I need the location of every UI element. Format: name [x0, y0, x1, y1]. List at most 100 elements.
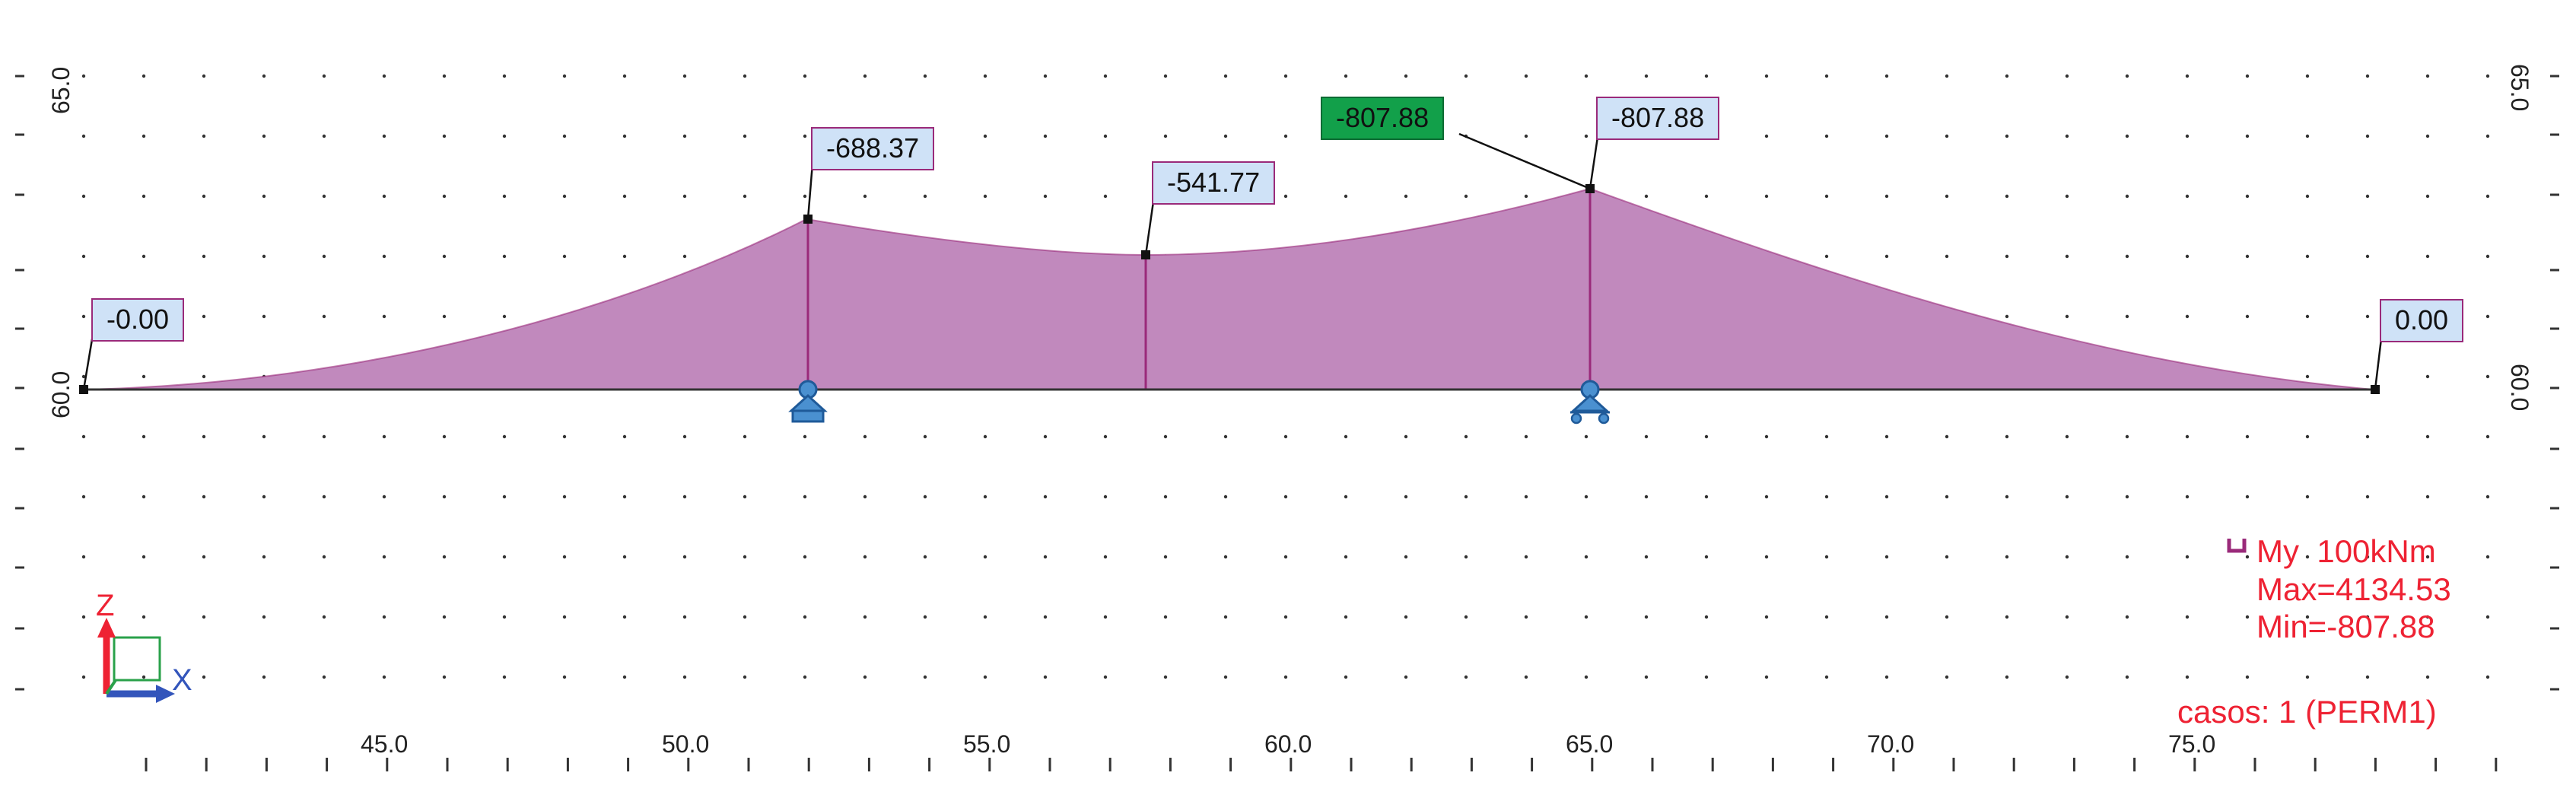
grid-dot	[2305, 434, 2310, 439]
grid-dot	[562, 74, 567, 78]
grid-dot	[2065, 254, 2069, 259]
result-label-left-end: -0.00	[91, 298, 185, 342]
grid-dot	[2425, 494, 2430, 499]
result-label-support-2: -807.88	[1596, 97, 1720, 141]
grid-dot	[262, 555, 266, 559]
grid-dot	[2125, 675, 2129, 679]
grid-dot	[2425, 675, 2430, 679]
grid-dot	[2245, 675, 2250, 679]
grid-dot	[1103, 675, 1108, 679]
grid-dot	[622, 434, 627, 439]
axis-label-z: Z	[96, 589, 115, 622]
grid-dot	[502, 254, 507, 259]
grid-dot	[923, 675, 927, 679]
grid-dot	[81, 134, 86, 138]
grid-dot	[1824, 615, 1829, 619]
grid-dot	[2065, 74, 2069, 78]
grid-dot	[1824, 494, 1829, 499]
grid-dot	[502, 675, 507, 679]
grid-dot	[142, 374, 146, 379]
grid-dot	[1945, 434, 1949, 439]
grid-dot	[2485, 314, 2490, 319]
node-markers	[79, 184, 2380, 394]
grid-dot	[2305, 675, 2310, 679]
grid-dot	[983, 134, 987, 138]
grid-dot	[1945, 194, 1949, 199]
grid-dot	[2185, 434, 2190, 439]
grid-dot	[1464, 494, 1468, 499]
y-tick-label-left: 65.0	[47, 66, 75, 114]
grid-dot	[382, 434, 386, 439]
grid-dot	[1464, 74, 1468, 78]
grid-dot	[142, 494, 146, 499]
grid-dot	[2305, 254, 2310, 259]
grid-dot	[1163, 134, 1168, 138]
grid-dot	[382, 74, 386, 78]
grid-dot	[1283, 675, 1288, 679]
grid-dot	[1283, 194, 1288, 199]
grid-dot	[682, 675, 687, 679]
grid-dot	[1404, 434, 1408, 439]
grid-dot	[682, 434, 687, 439]
grid-dot	[322, 134, 326, 138]
grid-dot	[562, 494, 567, 499]
grid-dot	[2005, 314, 2009, 319]
moment-diagram-fill	[84, 189, 2374, 390]
grid-dot	[502, 615, 507, 619]
grid-dot	[1764, 615, 1769, 619]
grid-dot	[442, 494, 447, 499]
grid-dot	[202, 675, 206, 679]
grid-dot	[923, 434, 927, 439]
leader-lines	[82, 132, 2383, 390]
grid-dot	[682, 615, 687, 619]
grid-dot	[2485, 374, 2490, 379]
grid-dot	[1223, 555, 1228, 559]
grid-dot	[1103, 615, 1108, 619]
grid-dot	[2185, 254, 2190, 259]
grid-dot	[322, 74, 326, 78]
grid-dot	[743, 494, 747, 499]
grid-dot	[2185, 194, 2190, 199]
grid-dot	[322, 615, 326, 619]
grid-dot	[622, 675, 627, 679]
y-tick-label-right: 65.0	[2506, 64, 2533, 112]
grid-dot	[1103, 494, 1108, 499]
right-tick-marks	[2550, 75, 2559, 691]
grid-dot	[142, 194, 146, 199]
grid-dot	[1404, 615, 1408, 619]
grid-dot	[2005, 494, 2009, 499]
grid-dot	[1764, 74, 1769, 78]
grid-dot	[502, 194, 507, 199]
y-tick-label-right: 60.0	[2506, 364, 2533, 412]
bottom-tick-marks	[145, 758, 2498, 771]
grid-dot	[923, 615, 927, 619]
grid-dot	[442, 134, 447, 138]
grid-dot	[2365, 194, 2370, 199]
grid-dot	[562, 675, 567, 679]
legend-quantity: My	[2256, 533, 2299, 569]
grid-dot	[2485, 675, 2490, 679]
grid-dot	[2305, 134, 2310, 138]
grid-dot	[1704, 615, 1709, 619]
grid-dot	[682, 134, 687, 138]
axis-label-x: X	[172, 663, 192, 697]
grid-dot	[1945, 555, 1949, 559]
grid-dot	[81, 434, 86, 439]
grid-dot	[2245, 494, 2250, 499]
grid-dot	[743, 74, 747, 78]
grid-dot	[1884, 194, 1889, 199]
grid-dot	[1103, 434, 1108, 439]
grid-dot	[1283, 74, 1288, 78]
grid-dot	[803, 194, 807, 199]
grid-dot	[1464, 615, 1468, 619]
grid-dot	[2305, 615, 2310, 619]
grid-dot	[2425, 74, 2430, 78]
grid-dot	[1644, 675, 1649, 679]
grid-dot	[2125, 314, 2129, 319]
grid-dot	[803, 434, 807, 439]
grid-dot	[1884, 134, 1889, 138]
grid-dot	[1043, 494, 1048, 499]
grid-dot	[622, 615, 627, 619]
x-tick-label: 50.0	[662, 730, 710, 758]
moment-legend-icon	[2227, 539, 2247, 553]
